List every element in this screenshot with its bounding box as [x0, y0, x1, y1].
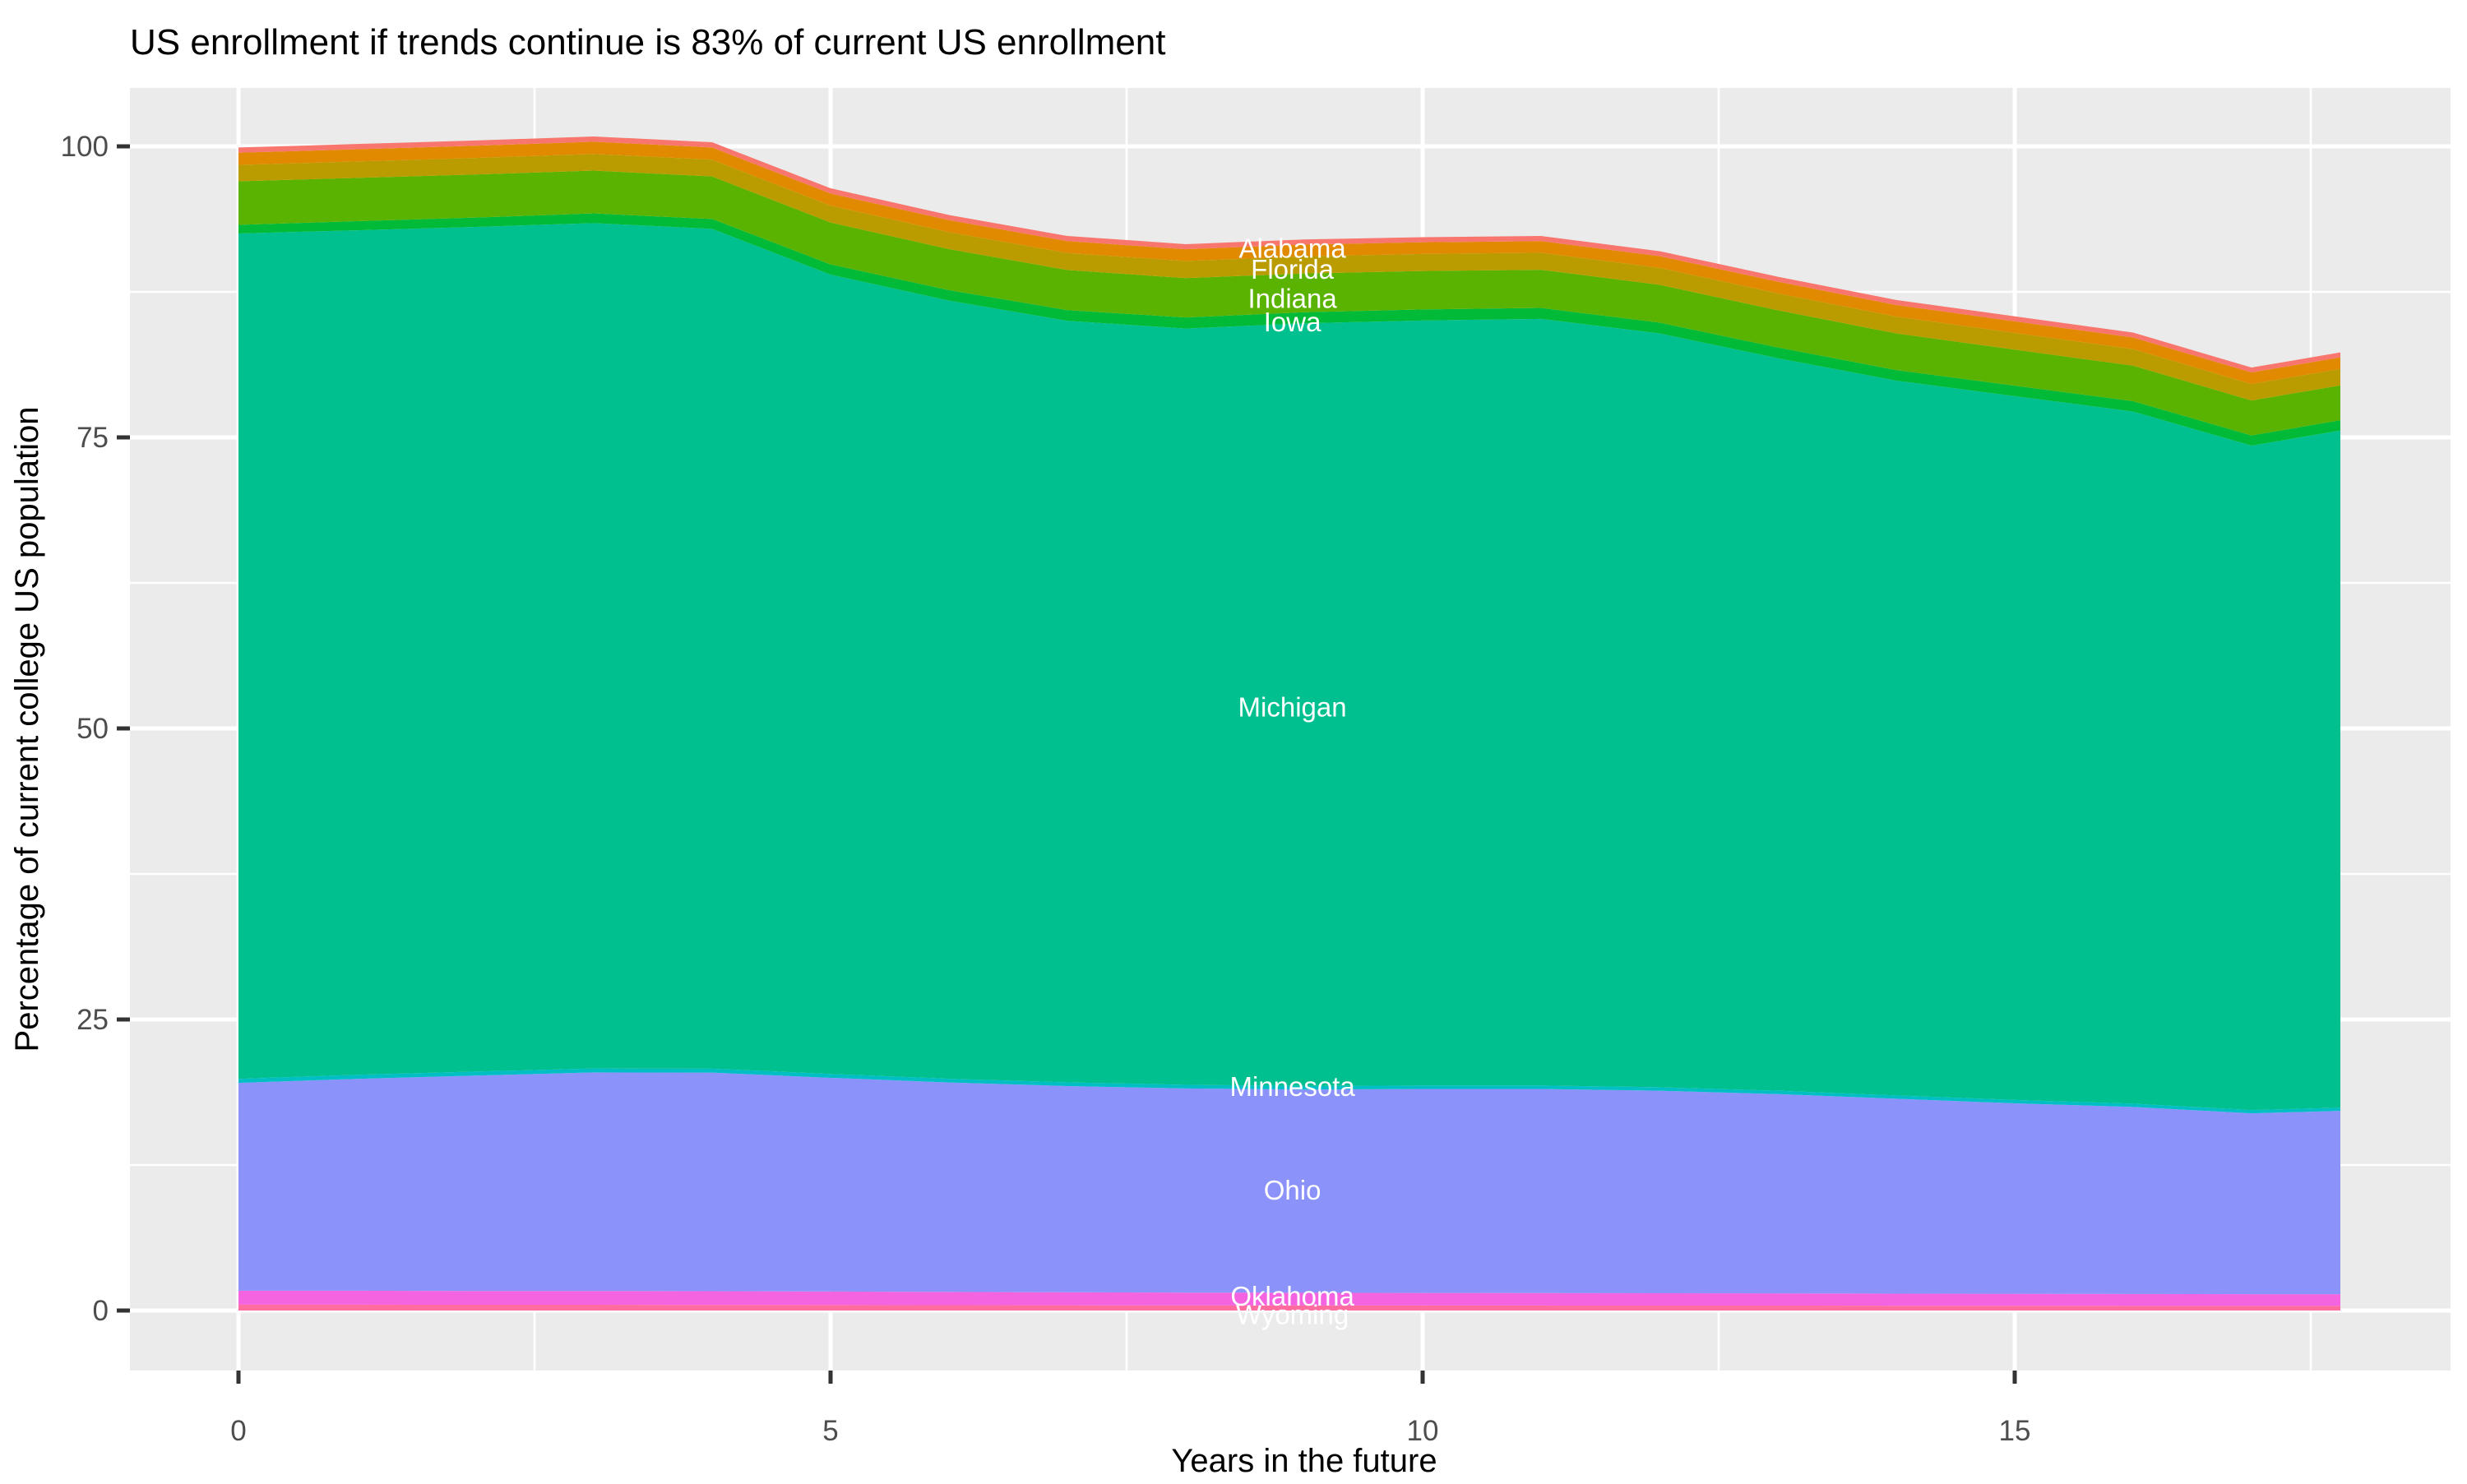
state-label-oklahoma: Oklahoma — [1230, 1281, 1354, 1311]
state-label-iowa: Iowa — [1264, 307, 1321, 337]
y-tick-label: 50 — [76, 713, 109, 745]
x-tick-label: 10 — [1407, 1415, 1439, 1447]
state-label-wyoming: Wyoming — [1236, 1300, 1349, 1330]
x-tick-label: 5 — [822, 1415, 838, 1447]
x-axis-title: Years in the future — [1171, 1443, 1437, 1479]
x-tick-label: 15 — [1999, 1415, 2031, 1447]
x-tick-label: 0 — [230, 1415, 246, 1447]
state-label-alabama: Alabama — [1238, 233, 1346, 264]
area-michigan — [238, 223, 2340, 1111]
state-label-michigan: Michigan — [1238, 692, 1347, 723]
state-label-minnesota: Minnesota — [1229, 1071, 1355, 1102]
state-label-ohio: Ohio — [1264, 1175, 1321, 1205]
area-wyoming — [238, 1304, 2340, 1311]
chart-title: US enrollment if trends continue is 83% … — [130, 22, 1165, 62]
area-indiana — [238, 170, 2340, 436]
area-ohio — [238, 1072, 2340, 1295]
y-tick-label: 100 — [61, 131, 109, 163]
area-minnesota — [238, 1068, 2340, 1114]
axis-tick-labels: 0 25 50 75 100 0 5 10 15 — [61, 131, 2031, 1447]
stacked-areas — [238, 136, 2340, 1311]
state-label-florida: Florida — [1251, 254, 1335, 284]
axis-tick-marks — [117, 144, 2017, 1384]
state-label-indiana: Indiana — [1247, 283, 1337, 313]
area-oklahoma — [238, 1290, 2340, 1306]
y-tick-label: 0 — [93, 1295, 109, 1327]
y-tick-label: 25 — [76, 1004, 109, 1036]
y-axis-title: Percentage of current college US populat… — [9, 407, 45, 1052]
y-tick-label: 75 — [76, 422, 109, 454]
